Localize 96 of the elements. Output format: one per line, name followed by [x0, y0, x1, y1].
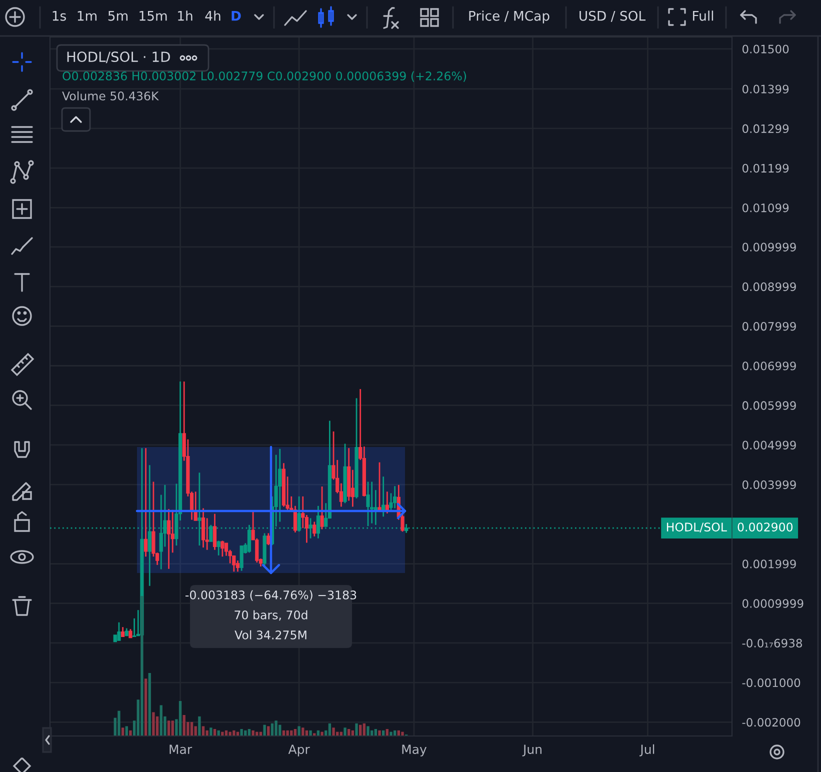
text: HODL/SOL · 1D — [67, 52, 170, 64]
bar — [210, 728, 212, 736]
bar — [332, 728, 335, 736]
candlestick — [166, 508, 171, 570]
bar — [298, 726, 300, 736]
bar — [206, 730, 208, 736]
bar — [125, 726, 128, 736]
bar — [118, 710, 120, 736]
candlestick — [144, 447, 148, 558]
text: 4h — [205, 10, 220, 21]
y-tick-label: 0.0009999 — [742, 599, 804, 608]
candlestick — [236, 560, 240, 572]
text: 5m — [108, 11, 128, 21]
y-tick-label: 0.01299 — [742, 124, 789, 134]
bar — [194, 726, 197, 736]
text: USD / SOL — [580, 10, 646, 22]
y-tick-label: 0.003999 — [742, 480, 796, 490]
candlestick — [293, 505, 298, 534]
bar — [202, 726, 205, 736]
candlestick — [393, 485, 397, 509]
y-tick-label: 0.005999 — [742, 401, 796, 410]
annotation: Vol 34.275M — [234, 630, 306, 640]
text: 15m — [140, 11, 167, 21]
candlestick — [320, 486, 324, 530]
bar — [182, 715, 186, 736]
bar — [263, 724, 266, 736]
candlestick — [278, 448, 282, 522]
x-tick-label: May — [402, 744, 427, 756]
candlestick — [312, 521, 316, 538]
candlestick — [220, 540, 224, 558]
y-tick-label: 0.001999 — [742, 560, 796, 568]
text: O0.002836 H0.003002 L0.002779 C0.002900 0.00006399 (+2.26%) — [62, 71, 466, 82]
candlestick — [117, 622, 121, 642]
candlestick — [201, 508, 206, 548]
bar — [378, 730, 381, 736]
bar — [152, 712, 155, 736]
text: 1s — [52, 11, 66, 21]
bar — [366, 726, 370, 736]
y-tick-label: 0.006999 — [742, 362, 796, 370]
bar — [240, 729, 243, 736]
x-tick-label: Mar — [170, 744, 192, 754]
bar — [390, 732, 392, 736]
annotation: Volume 50.436K — [62, 91, 159, 100]
x-tick-label: Apr — [288, 744, 310, 756]
candlestick — [132, 618, 136, 638]
x-tick-label: Jun — [522, 744, 542, 756]
y-tick-label: -0.0₁₇6938 — [742, 638, 802, 648]
y-tick-label: 0.01399 — [742, 84, 789, 94]
candlestick — [370, 481, 374, 524]
bar — [401, 732, 404, 736]
x-tick-label: Jul — [640, 744, 654, 756]
bar — [144, 678, 148, 736]
bar — [274, 720, 278, 736]
text: 1m — [78, 11, 97, 21]
candlestick — [212, 513, 217, 551]
y-tick-label: 0.008999 — [742, 282, 796, 292]
candlestick — [240, 545, 244, 572]
candlestick — [120, 626, 125, 638]
bar — [190, 722, 194, 736]
bar — [267, 726, 270, 736]
bar — [355, 723, 358, 736]
text: 1h — [178, 10, 192, 21]
bar — [178, 701, 182, 736]
bar — [198, 716, 201, 736]
bar — [160, 705, 162, 736]
y-tick-label: 0.004999 — [742, 440, 796, 450]
bar — [286, 730, 289, 736]
y-tick-label: 0.01099 — [742, 204, 789, 212]
bar — [252, 730, 254, 736]
text: D — [232, 11, 241, 21]
bar — [148, 673, 151, 736]
annotation: -0.003183 (−64.76%) −3183 — [186, 590, 356, 601]
bar — [221, 732, 224, 736]
y-tick-label: 0.009999 — [742, 242, 796, 252]
bar — [228, 732, 232, 736]
text: Full — [693, 10, 714, 21]
y-tick-label: 0.007999 — [742, 322, 796, 331]
ref-line-label: HODL/SOL — [666, 522, 727, 532]
annotation: 70 bars, 70d — [234, 610, 308, 621]
y-tick-label: 0.01500 — [742, 44, 789, 54]
bar — [171, 720, 174, 736]
bar — [167, 720, 170, 736]
bar — [309, 730, 312, 736]
bar — [344, 728, 346, 736]
text: Price / MCap — [469, 10, 550, 24]
candlestick — [216, 540, 220, 556]
bar — [129, 730, 132, 736]
candlestick — [266, 532, 270, 546]
y-tick-label: 0.01199 — [742, 164, 789, 173]
text: 0.002900 — [738, 522, 793, 532]
y-tick-label: -0.002000 — [742, 718, 800, 727]
bar — [156, 716, 159, 736]
bar — [217, 730, 220, 736]
bar — [320, 732, 324, 736]
y-tick-label: -0.001000 — [742, 678, 800, 688]
bar — [232, 730, 236, 736]
